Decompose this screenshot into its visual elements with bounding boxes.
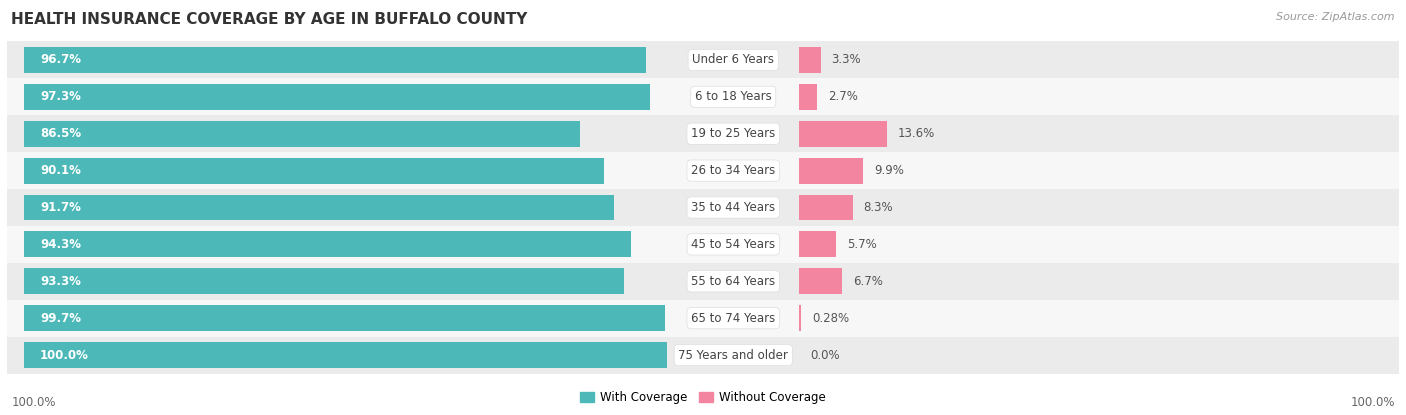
Bar: [7, 115, 1399, 152]
Bar: [24, 305, 665, 331]
Bar: [799, 269, 842, 294]
Text: 5.7%: 5.7%: [846, 238, 877, 251]
Bar: [799, 158, 863, 183]
Text: 100.0%: 100.0%: [39, 349, 89, 361]
Text: 3.3%: 3.3%: [831, 54, 860, 66]
Text: 86.5%: 86.5%: [39, 127, 82, 140]
Bar: [799, 47, 821, 73]
Bar: [7, 189, 1399, 226]
Text: 93.3%: 93.3%: [39, 275, 82, 288]
Bar: [24, 195, 614, 220]
Text: 6 to 18 Years: 6 to 18 Years: [695, 90, 772, 103]
Text: 75 Years and older: 75 Years and older: [678, 349, 789, 361]
Text: 100.0%: 100.0%: [11, 396, 56, 409]
Bar: [24, 84, 650, 110]
Bar: [7, 337, 1399, 374]
Text: 94.3%: 94.3%: [39, 238, 82, 251]
Legend: With Coverage, Without Coverage: With Coverage, Without Coverage: [575, 387, 831, 409]
Text: 13.6%: 13.6%: [898, 127, 935, 140]
Text: 8.3%: 8.3%: [863, 201, 893, 214]
Text: 55 to 64 Years: 55 to 64 Years: [692, 275, 775, 288]
Bar: [799, 84, 817, 110]
Text: 96.7%: 96.7%: [39, 54, 82, 66]
Bar: [24, 47, 645, 73]
Text: 100.0%: 100.0%: [1350, 396, 1395, 409]
Text: 97.3%: 97.3%: [39, 90, 82, 103]
Text: Under 6 Years: Under 6 Years: [692, 54, 775, 66]
Text: 26 to 34 Years: 26 to 34 Years: [692, 164, 775, 177]
Text: 6.7%: 6.7%: [853, 275, 883, 288]
Text: 35 to 44 Years: 35 to 44 Years: [692, 201, 775, 214]
Bar: [7, 263, 1399, 300]
Bar: [7, 42, 1399, 78]
Text: 9.9%: 9.9%: [875, 164, 904, 177]
Text: 2.7%: 2.7%: [828, 90, 858, 103]
Text: 0.28%: 0.28%: [813, 312, 849, 325]
Bar: [24, 269, 624, 294]
Bar: [24, 342, 668, 368]
Bar: [24, 121, 581, 146]
Bar: [799, 121, 887, 146]
Bar: [24, 232, 630, 257]
Bar: [7, 300, 1399, 337]
Text: 0.0%: 0.0%: [810, 349, 839, 361]
Text: 45 to 54 Years: 45 to 54 Years: [692, 238, 775, 251]
Bar: [24, 158, 603, 183]
Bar: [7, 152, 1399, 189]
Text: 90.1%: 90.1%: [39, 164, 82, 177]
Text: 19 to 25 Years: 19 to 25 Years: [692, 127, 775, 140]
Text: HEALTH INSURANCE COVERAGE BY AGE IN BUFFALO COUNTY: HEALTH INSURANCE COVERAGE BY AGE IN BUFF…: [11, 12, 527, 27]
Text: 65 to 74 Years: 65 to 74 Years: [692, 312, 775, 325]
Bar: [799, 305, 801, 331]
Text: 91.7%: 91.7%: [39, 201, 82, 214]
Bar: [799, 195, 852, 220]
Bar: [7, 78, 1399, 115]
Text: 99.7%: 99.7%: [39, 312, 82, 325]
Bar: [799, 232, 837, 257]
Text: Source: ZipAtlas.com: Source: ZipAtlas.com: [1277, 12, 1395, 22]
Bar: [7, 226, 1399, 263]
